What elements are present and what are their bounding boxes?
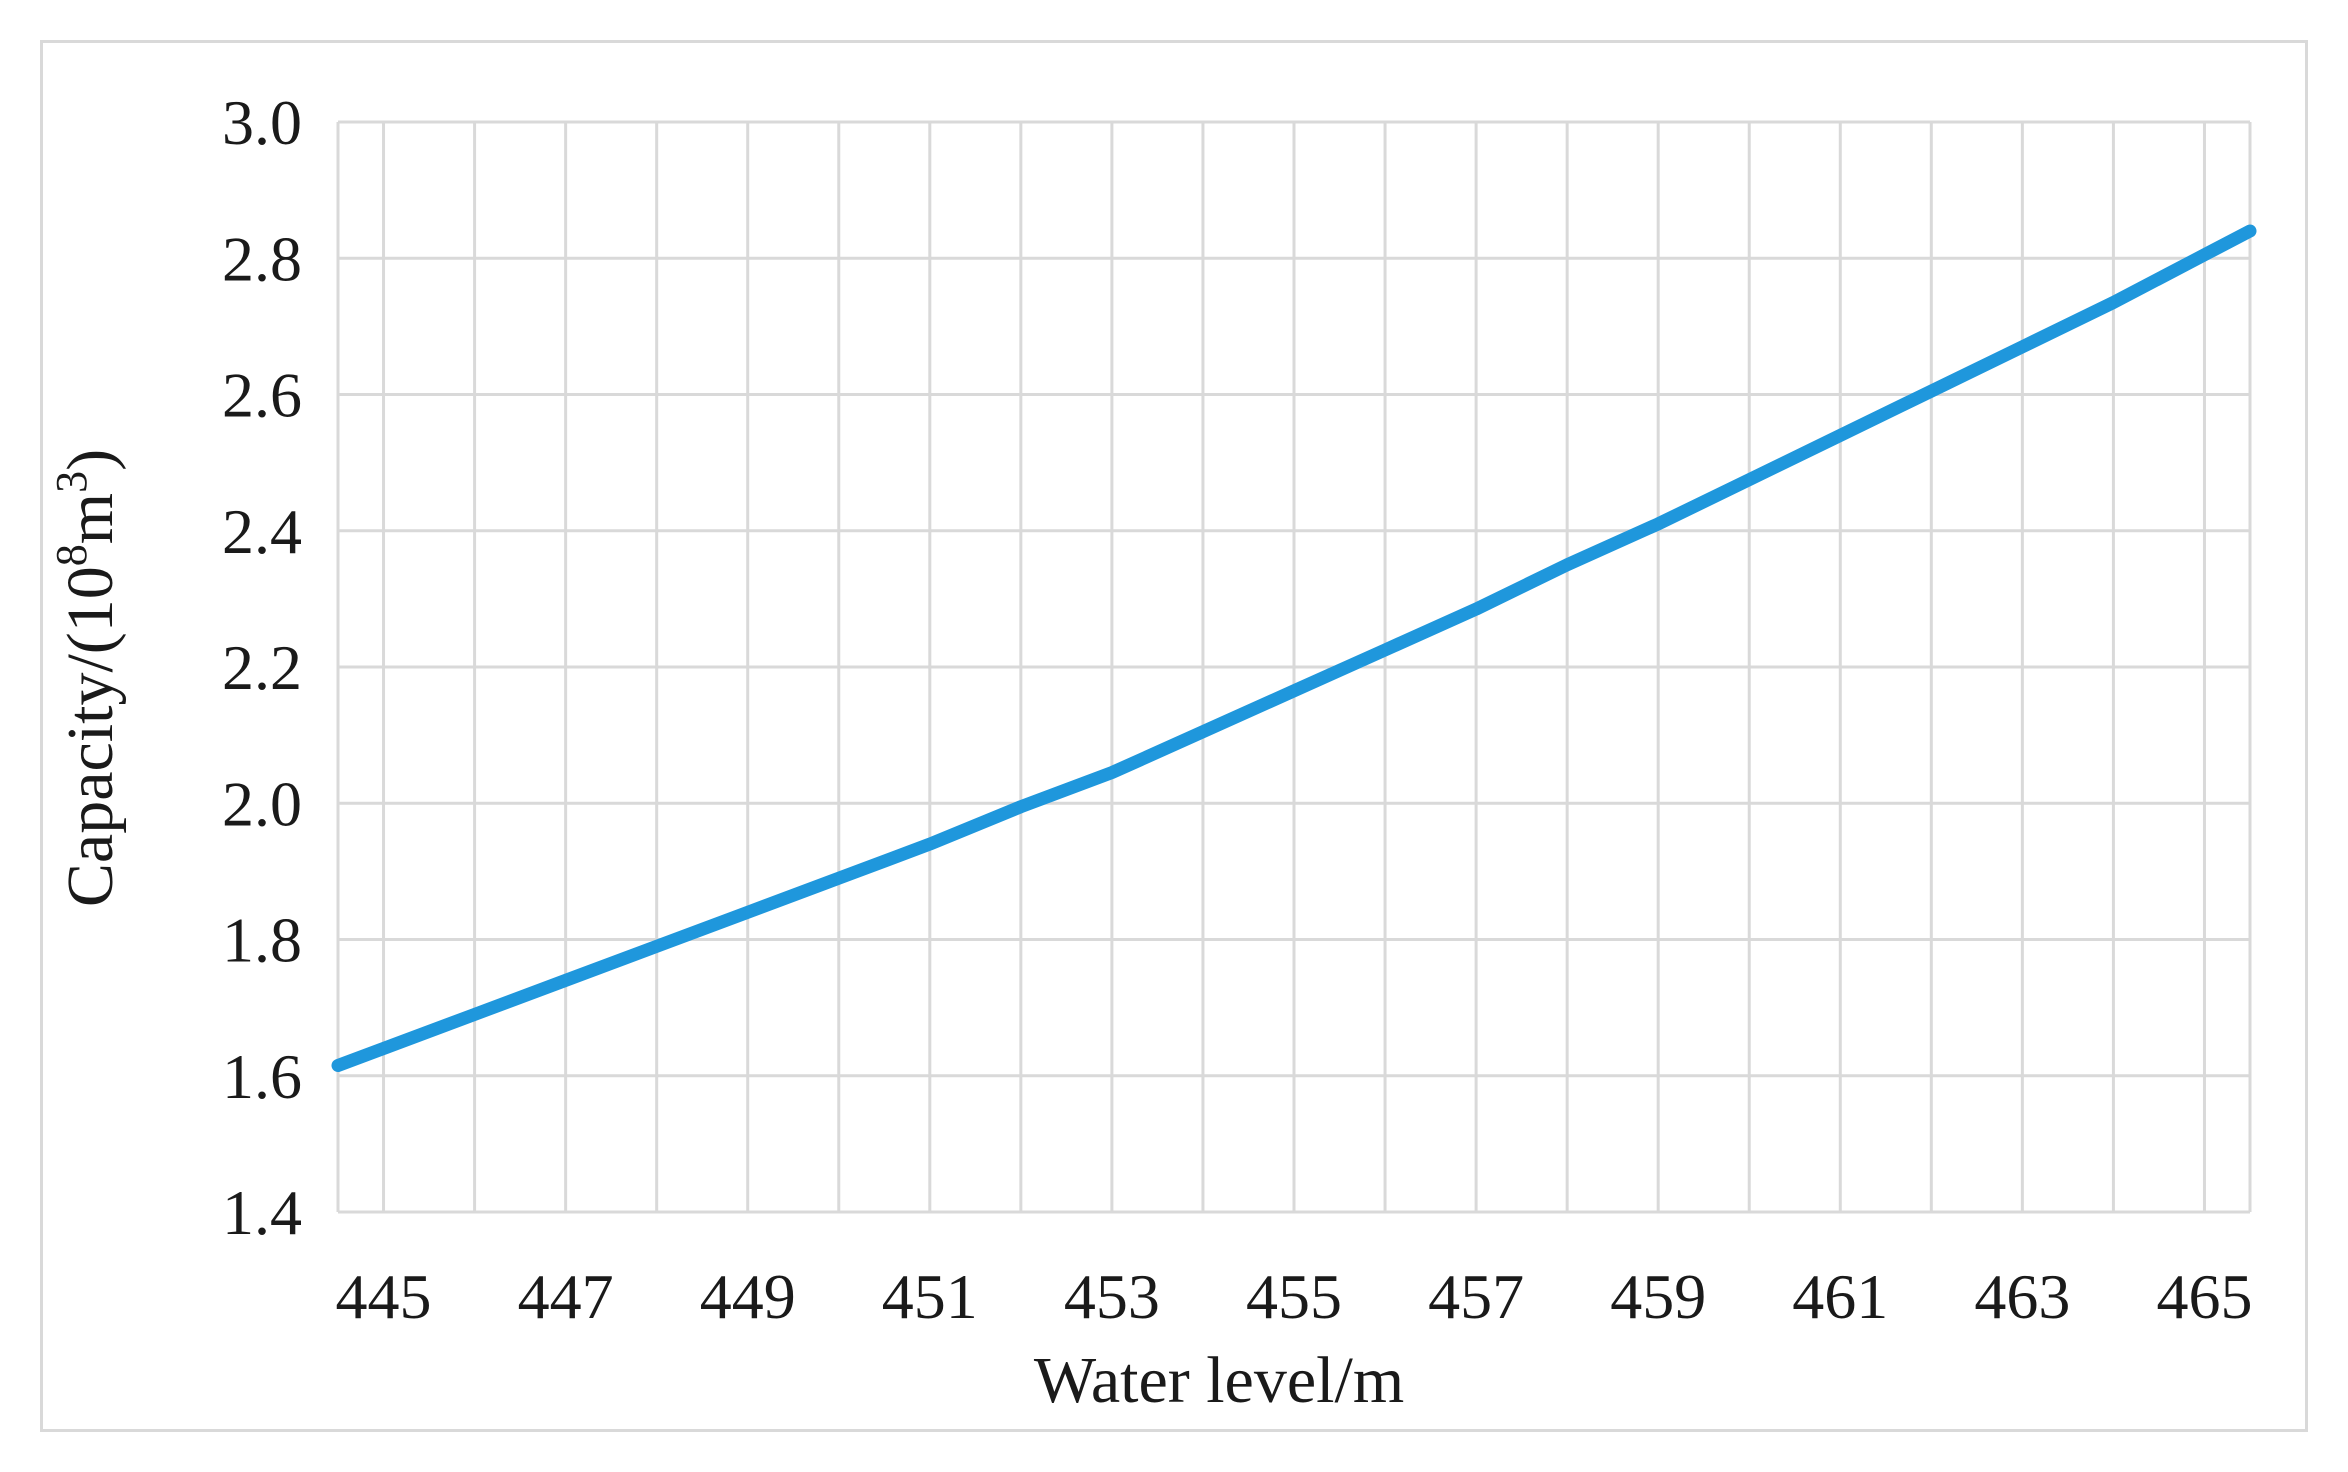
y-axis-title-unit: m [54,493,127,544]
y-tick-label: 1.6 [222,1041,302,1112]
y-tick-label: 2.2 [222,632,302,703]
y-axis-title-suffix: ) [54,449,127,471]
x-tick-label: 447 [518,1261,614,1332]
x-tick-label: 455 [1246,1261,1342,1332]
x-tick-label: 449 [700,1261,796,1332]
x-tick-label: 463 [1974,1261,2070,1332]
x-tick-label: 451 [882,1261,978,1332]
y-tick-label: 2.4 [222,496,302,567]
y-tick-label: 3.0 [222,87,302,158]
y-tick-label: 2.6 [222,360,302,431]
x-tick-label: 457 [1428,1261,1524,1332]
y-tick-label: 1.8 [222,905,302,976]
y-axis-title-prefix: Capacity/(10 [54,566,127,907]
x-tick-labels: 445 447 449 451 453 455 457 459 461 463 465 [336,1261,2253,1332]
y-tick-label: 2.0 [222,768,302,839]
y-axis-title-exp1: 8 [47,544,96,566]
y-axis-title: Capacity/(108m3) [47,449,127,907]
y-tick-labels: 1.4 1.6 1.8 2.0 2.2 2.4 2.6 2.8 3.0 [222,87,302,1248]
y-tick-label: 2.8 [222,223,302,294]
y-axis-title-exp2: 3 [47,471,96,493]
y-tick-label: 1.4 [222,1177,302,1248]
x-tick-label: 459 [1610,1261,1706,1332]
x-tick-label: 465 [2156,1261,2252,1332]
series-group [331,224,2257,1072]
x-tick-label: 453 [1064,1261,1160,1332]
vertical-gridlines [336,122,2252,1212]
series-line-0 [331,224,2257,1072]
x-tick-label: 445 [336,1261,432,1332]
x-axis-title: Water level/m [1034,1344,1404,1417]
x-tick-label: 461 [1792,1261,1888,1332]
